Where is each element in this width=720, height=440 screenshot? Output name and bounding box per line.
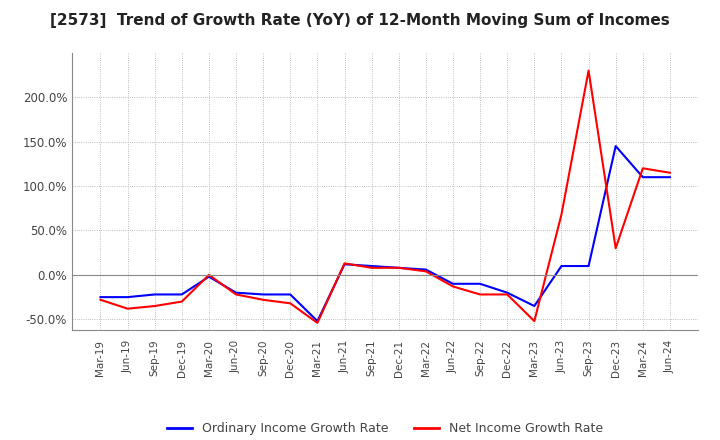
Ordinary Income Growth Rate [367, 264, 376, 269]
Ordinary Income Growth Rate [178, 292, 186, 297]
Net Income Growth Rate [639, 165, 647, 171]
Net Income Growth Rate [665, 170, 674, 176]
Net Income Growth Rate [476, 292, 485, 297]
Net Income Growth Rate [178, 299, 186, 304]
Net Income Growth Rate [259, 297, 268, 302]
Line: Net Income Growth Rate: Net Income Growth Rate [101, 70, 670, 323]
Legend: Ordinary Income Growth Rate, Net Income Growth Rate: Ordinary Income Growth Rate, Net Income … [163, 417, 608, 440]
Ordinary Income Growth Rate [204, 274, 213, 279]
Net Income Growth Rate [96, 297, 105, 302]
Net Income Growth Rate [530, 319, 539, 324]
Net Income Growth Rate [367, 265, 376, 271]
Ordinary Income Growth Rate [449, 281, 457, 286]
Net Income Growth Rate [286, 301, 294, 306]
Net Income Growth Rate [395, 265, 403, 271]
Ordinary Income Growth Rate [96, 294, 105, 300]
Ordinary Income Growth Rate [530, 303, 539, 308]
Net Income Growth Rate [584, 68, 593, 73]
Ordinary Income Growth Rate [584, 264, 593, 269]
Text: [2573]  Trend of Growth Rate (YoY) of 12-Month Moving Sum of Incomes: [2573] Trend of Growth Rate (YoY) of 12-… [50, 13, 670, 28]
Net Income Growth Rate [341, 261, 349, 266]
Ordinary Income Growth Rate [395, 265, 403, 271]
Ordinary Income Growth Rate [421, 267, 430, 272]
Ordinary Income Growth Rate [150, 292, 159, 297]
Net Income Growth Rate [204, 272, 213, 278]
Ordinary Income Growth Rate [476, 281, 485, 286]
Ordinary Income Growth Rate [259, 292, 268, 297]
Ordinary Income Growth Rate [503, 290, 511, 295]
Net Income Growth Rate [232, 292, 240, 297]
Net Income Growth Rate [503, 292, 511, 297]
Net Income Growth Rate [123, 306, 132, 312]
Net Income Growth Rate [557, 212, 566, 217]
Net Income Growth Rate [421, 269, 430, 274]
Ordinary Income Growth Rate [341, 262, 349, 267]
Net Income Growth Rate [611, 246, 620, 251]
Ordinary Income Growth Rate [313, 319, 322, 324]
Net Income Growth Rate [313, 320, 322, 326]
Ordinary Income Growth Rate [123, 294, 132, 300]
Ordinary Income Growth Rate [611, 143, 620, 149]
Ordinary Income Growth Rate [286, 292, 294, 297]
Ordinary Income Growth Rate [665, 175, 674, 180]
Net Income Growth Rate [150, 303, 159, 308]
Net Income Growth Rate [449, 284, 457, 289]
Ordinary Income Growth Rate [639, 175, 647, 180]
Ordinary Income Growth Rate [557, 264, 566, 269]
Line: Ordinary Income Growth Rate: Ordinary Income Growth Rate [101, 146, 670, 321]
Ordinary Income Growth Rate [232, 290, 240, 295]
